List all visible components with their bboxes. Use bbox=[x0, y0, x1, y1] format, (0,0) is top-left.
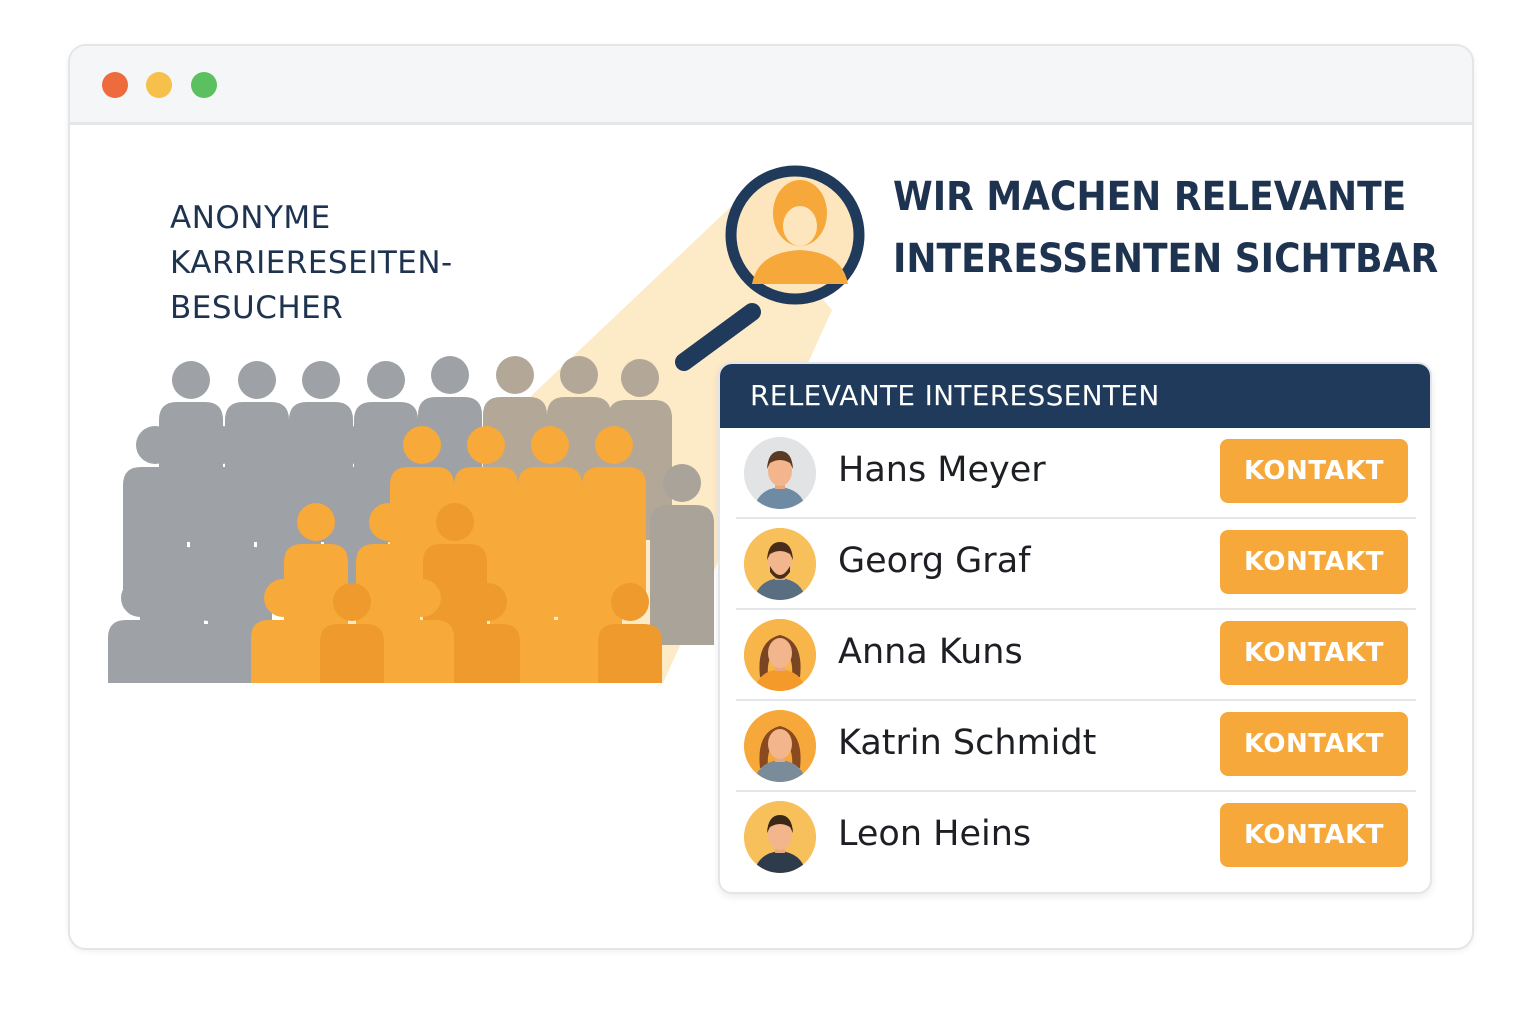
prospect-row: Katrin Schmidt KONTAKT bbox=[736, 701, 1416, 792]
relevant-prospects-panel: RELEVANTE INTERESSENTEN Hans Meyer KONTA… bbox=[718, 362, 1432, 894]
crowd-person-icon bbox=[524, 579, 588, 683]
close-window-icon[interactable] bbox=[102, 72, 128, 98]
crowd-person-icon bbox=[320, 583, 384, 683]
prospect-row: Georg Graf KONTAKT bbox=[736, 519, 1416, 610]
contact-button[interactable]: KONTAKT bbox=[1220, 803, 1408, 867]
crowd-person-icon bbox=[251, 579, 315, 683]
woman-long-hair-icon bbox=[744, 710, 816, 782]
contact-button[interactable]: KONTAKT bbox=[1220, 530, 1408, 594]
prospect-row: Anna Kuns KONTAKT bbox=[736, 610, 1416, 701]
prospect-list: Hans Meyer KONTAKT Georg Graf KONTAKT bbox=[720, 428, 1430, 881]
headline-line-2: INTERESSENTEN SICHTBAR bbox=[893, 236, 1439, 282]
crowd-people bbox=[108, 356, 714, 683]
prospect-name: Leon Heins bbox=[838, 814, 1032, 854]
man-short-hair-icon bbox=[744, 801, 816, 873]
prospect-name: Katrin Schmidt bbox=[838, 723, 1097, 763]
crowd-person-icon bbox=[176, 583, 240, 683]
window-titlebar bbox=[70, 46, 1472, 125]
maximize-window-icon[interactable] bbox=[191, 72, 217, 98]
crowd-person-icon bbox=[598, 583, 662, 683]
prospect-name: Hans Meyer bbox=[838, 450, 1046, 490]
panel-title: RELEVANTE INTERESSENTEN bbox=[720, 364, 1430, 428]
crowd-person-icon bbox=[650, 464, 714, 645]
man-short-hair-icon bbox=[744, 437, 816, 509]
crowd-person-icon bbox=[108, 579, 172, 683]
minimize-window-icon[interactable] bbox=[146, 72, 172, 98]
headline-line-1: WIR MACHEN RELEVANTE bbox=[893, 174, 1407, 220]
prospect-row: Leon Heins KONTAKT bbox=[736, 792, 1416, 881]
man-beard-icon bbox=[744, 528, 816, 600]
magnifier-icon bbox=[675, 165, 865, 371]
prospect-row: Hans Meyer KONTAKT bbox=[736, 428, 1416, 519]
crowd-person-icon bbox=[390, 579, 454, 683]
crowd-person-icon bbox=[456, 583, 520, 683]
prospect-name: Anna Kuns bbox=[838, 632, 1023, 672]
headline: WIR MACHEN RELEVANTE INTERESSENTEN SICHT… bbox=[893, 166, 1439, 290]
contact-button[interactable]: KONTAKT bbox=[1220, 712, 1408, 776]
contact-button[interactable]: KONTAKT bbox=[1220, 621, 1408, 685]
prospect-name: Georg Graf bbox=[838, 541, 1031, 581]
contact-button[interactable]: KONTAKT bbox=[1220, 439, 1408, 503]
anonymous-visitors-label: ANONYME KARRIERESEITEN- BESUCHER bbox=[170, 200, 453, 326]
highlighted-person-icon bbox=[752, 180, 848, 284]
woman-long-hair-icon bbox=[744, 619, 816, 691]
